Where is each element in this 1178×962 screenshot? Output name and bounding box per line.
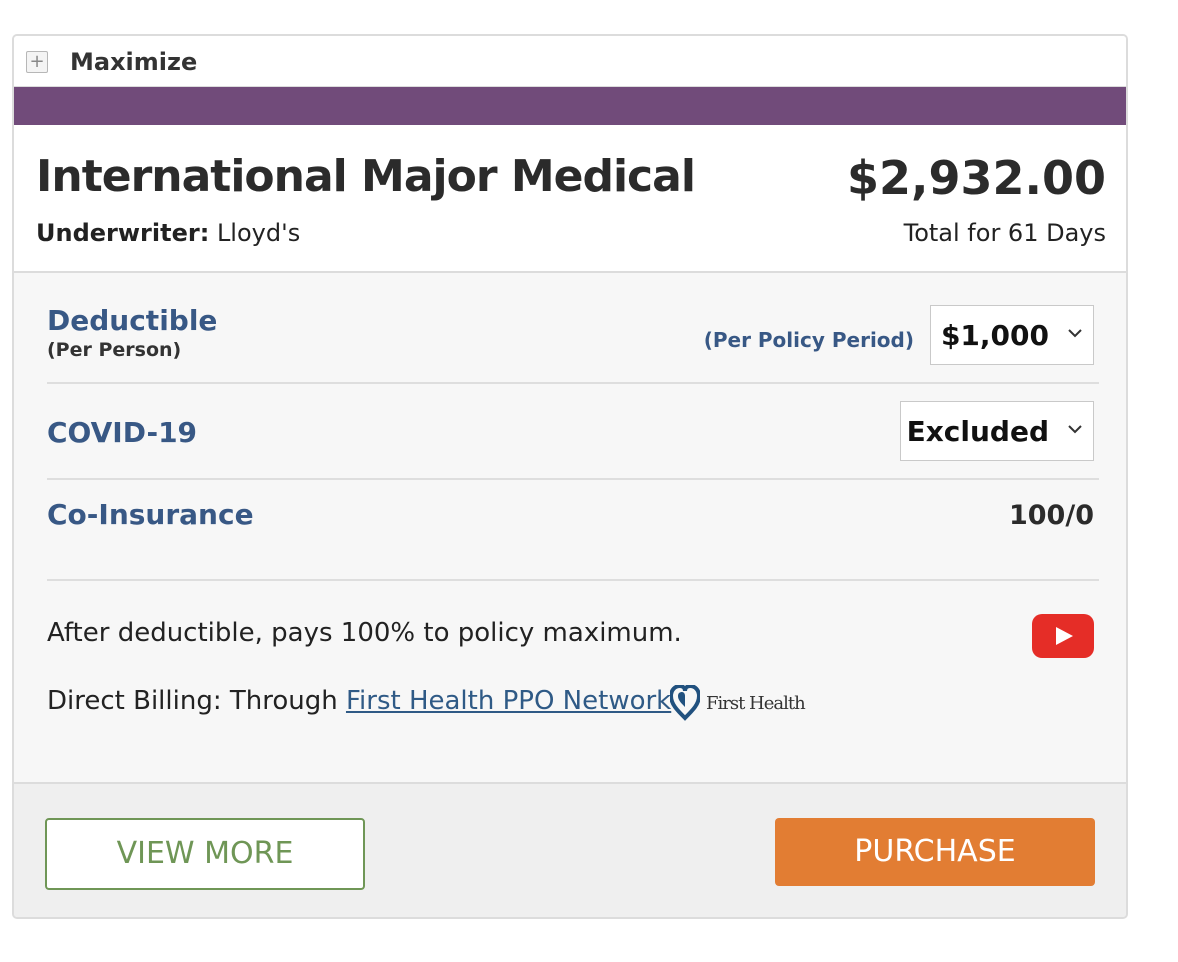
deductible-sublabel: (Per Person) xyxy=(47,339,182,361)
underwriter-label: Underwriter: xyxy=(36,219,210,247)
underwriter-value: Lloyd's xyxy=(216,219,301,247)
direct-billing: Direct Billing: Through First Health PPO… xyxy=(47,686,671,716)
plan-title: International Major Medical xyxy=(36,151,696,202)
coinsurance-label: Co-Insurance xyxy=(47,498,254,531)
deductible-select[interactable]: $1,000 xyxy=(930,305,1094,365)
deductible-selected-value: $1,000 xyxy=(940,319,1049,352)
deductible-label: Deductible xyxy=(47,304,218,337)
price-note: Total for 61 Days xyxy=(903,219,1106,247)
divider xyxy=(47,478,1099,480)
play-triangle xyxy=(1056,627,1073,645)
card-footer: VIEW MORE PURCHASE xyxy=(14,782,1126,917)
chevron-down-icon xyxy=(1068,329,1082,338)
first-health-link[interactable]: First Health PPO Network xyxy=(345,686,672,716)
view-more-button[interactable]: VIEW MORE xyxy=(45,818,365,890)
plus-icon[interactable]: + xyxy=(26,51,48,73)
covid-select[interactable]: Excluded xyxy=(900,401,1094,461)
plan-card: + Maximize International Major Medical U… xyxy=(12,34,1128,919)
divider xyxy=(47,579,1099,581)
purchase-button[interactable]: PURCHASE xyxy=(775,818,1095,886)
deductible-period-note: (Per Policy Period) xyxy=(703,328,914,352)
chevron-down-icon xyxy=(1068,425,1082,434)
maximize-label[interactable]: Maximize xyxy=(70,48,198,76)
plan-header: International Major Medical Underwriter:… xyxy=(14,125,1126,273)
billing-prefix: Direct Billing: Through xyxy=(47,686,338,716)
youtube-play-icon[interactable] xyxy=(1032,614,1094,658)
covid-label: COVID-19 xyxy=(47,416,198,449)
underwriter: Underwriter: Lloyd's xyxy=(36,219,300,247)
heart-icon xyxy=(670,685,700,721)
covid-selected-value: Excluded xyxy=(906,415,1049,448)
first-health-logo-text: First Health xyxy=(706,693,806,714)
plan-price: $2,932.00 xyxy=(847,151,1106,205)
coverage-description: After deductible, pays 100% to policy ma… xyxy=(47,618,682,648)
coinsurance-value: 100/0 xyxy=(1008,500,1094,531)
accent-bar xyxy=(14,87,1126,125)
divider xyxy=(47,382,1099,384)
maximize-bar: + Maximize xyxy=(14,36,1126,87)
